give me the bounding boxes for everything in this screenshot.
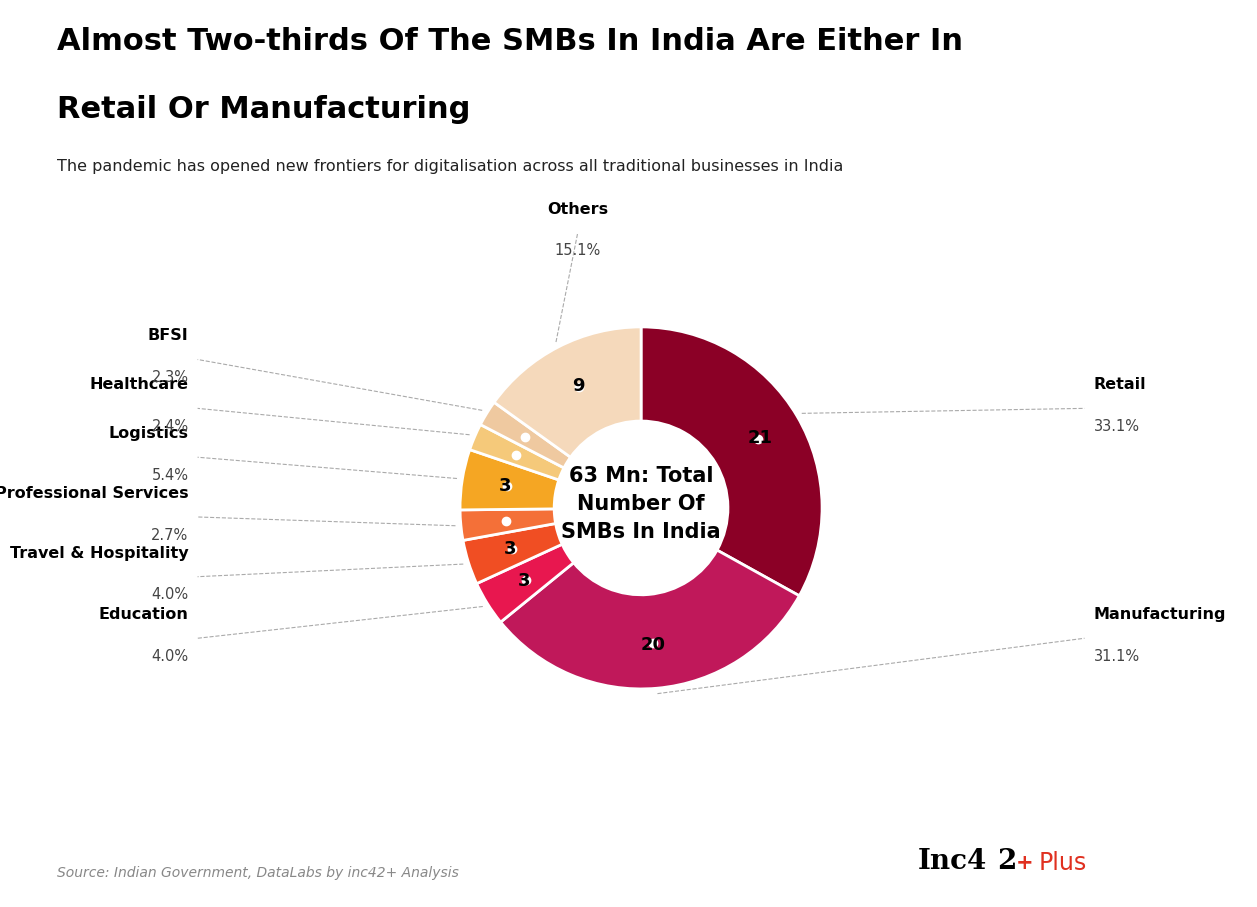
Text: 3: 3	[499, 477, 512, 495]
Text: Retail: Retail	[1094, 377, 1146, 393]
Text: Inc4: Inc4	[918, 848, 987, 875]
Text: 63 Mn: Total
Number Of
SMBs In India: 63 Mn: Total Number Of SMBs In India	[562, 466, 720, 542]
Text: 2: 2	[997, 848, 1016, 875]
Text: Manufacturing: Manufacturing	[1094, 607, 1226, 622]
Text: 5.4%: 5.4%	[152, 468, 189, 483]
Text: Retail Or Manufacturing: Retail Or Manufacturing	[57, 95, 470, 124]
Text: Almost Two-thirds Of The SMBs In India Are Either In: Almost Two-thirds Of The SMBs In India A…	[57, 27, 963, 56]
Text: Healthcare: Healthcare	[89, 377, 189, 393]
Text: The pandemic has opened new frontiers for digitalisation across all traditional : The pandemic has opened new frontiers fo…	[57, 159, 843, 174]
Text: Travel & Hospitality: Travel & Hospitality	[10, 546, 189, 561]
Text: 3: 3	[518, 571, 530, 590]
Text: Logistics: Logistics	[108, 426, 189, 441]
Wedge shape	[480, 403, 571, 468]
Text: 31.1%: 31.1%	[1094, 649, 1140, 664]
Text: BFSI: BFSI	[148, 328, 189, 344]
Text: 15.1%: 15.1%	[554, 243, 601, 258]
Text: 33.1%: 33.1%	[1094, 419, 1140, 434]
Wedge shape	[460, 450, 559, 510]
Text: 2.4%: 2.4%	[151, 419, 189, 434]
Text: +: +	[1016, 853, 1033, 873]
Text: 2.3%: 2.3%	[152, 370, 189, 385]
Text: 2.7%: 2.7%	[151, 528, 189, 542]
Text: 20: 20	[641, 636, 666, 654]
Text: Professional Services: Professional Services	[0, 486, 189, 501]
Wedge shape	[470, 424, 564, 480]
Text: 4.0%: 4.0%	[151, 649, 189, 664]
Text: 9: 9	[572, 376, 585, 395]
Text: Education: Education	[99, 607, 189, 622]
Wedge shape	[476, 544, 573, 622]
Text: 3: 3	[504, 541, 517, 559]
Wedge shape	[463, 523, 562, 583]
Text: 4.0%: 4.0%	[151, 588, 189, 602]
Text: 21: 21	[747, 429, 772, 447]
Wedge shape	[460, 509, 556, 541]
Text: Source: Indian Government, DataLabs by inc42+ Analysis: Source: Indian Government, DataLabs by i…	[57, 866, 459, 880]
Wedge shape	[500, 551, 799, 689]
Wedge shape	[641, 327, 822, 596]
Text: Plus: Plus	[1038, 852, 1086, 875]
Text: Others: Others	[547, 201, 608, 217]
Wedge shape	[494, 327, 641, 457]
